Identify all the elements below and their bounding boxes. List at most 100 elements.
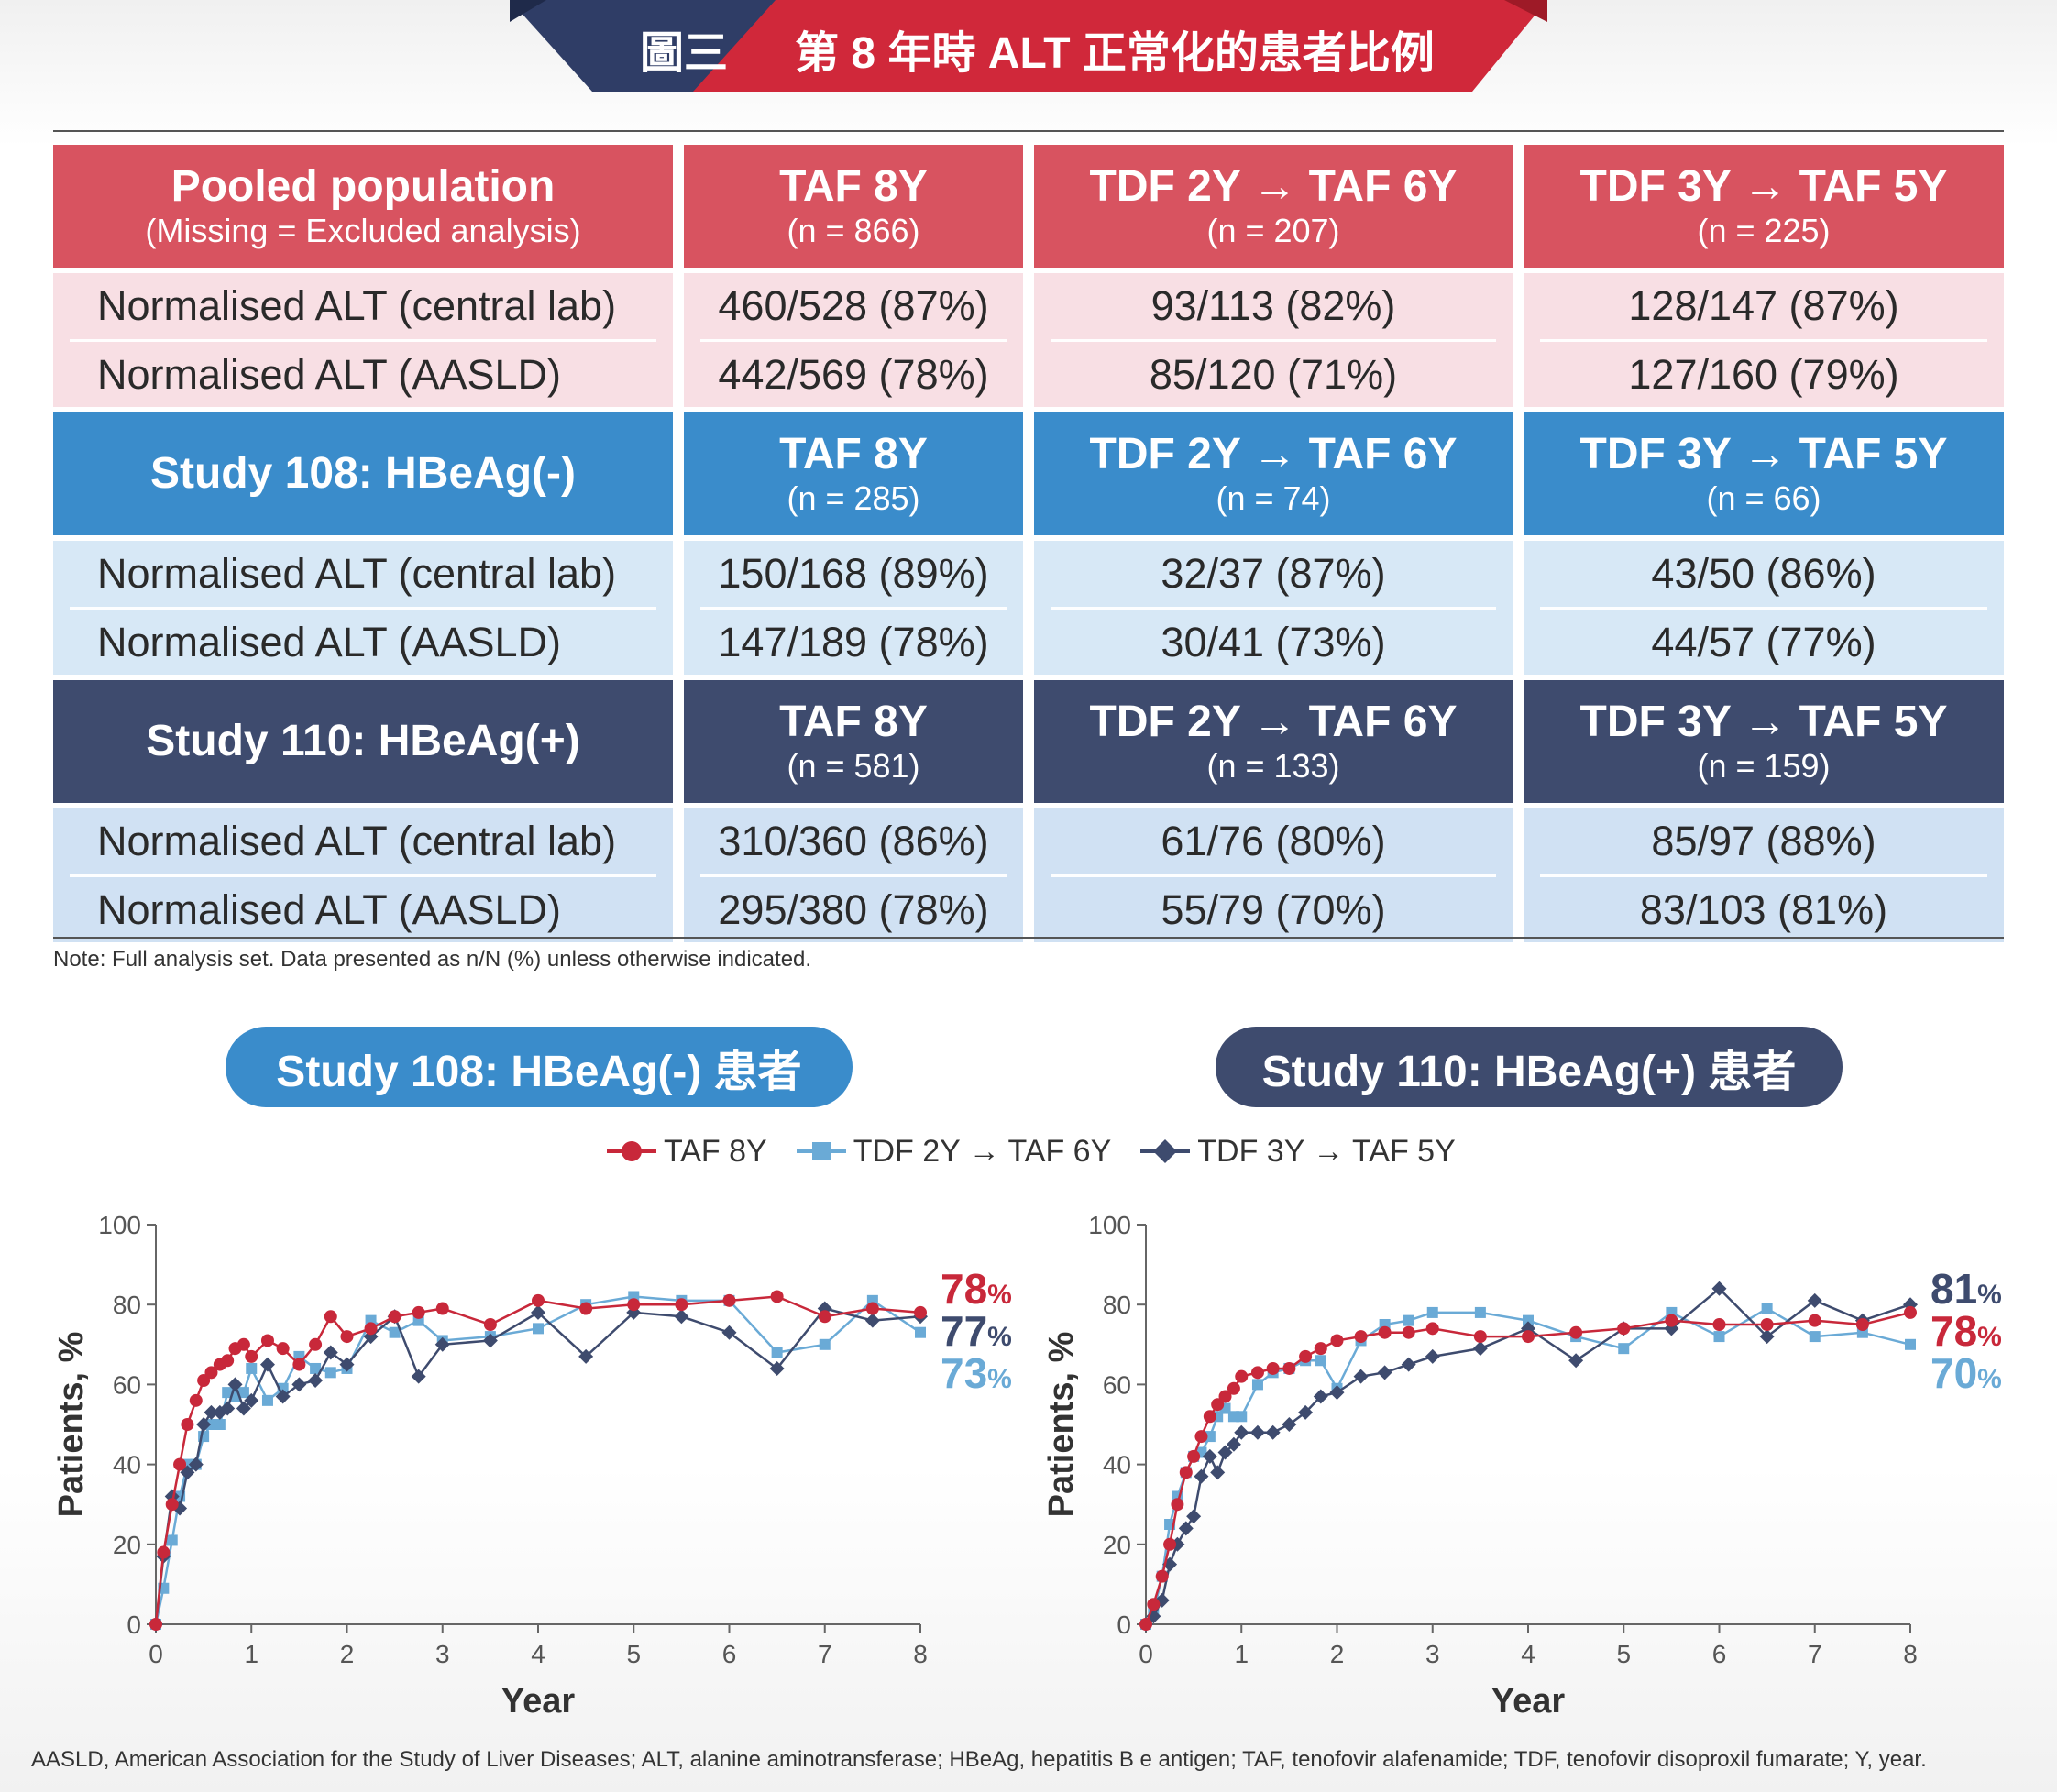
data-point xyxy=(149,1618,162,1631)
data-point xyxy=(1522,1330,1534,1344)
x-tick-label: 1 xyxy=(1234,1640,1248,1668)
data-point xyxy=(1904,1305,1917,1319)
row-label: Normalised ALT (AASLD) xyxy=(97,618,562,665)
table-top-rule xyxy=(53,130,2004,132)
data-point xyxy=(531,1304,545,1320)
arm-n: (n = 66) xyxy=(1706,479,1821,517)
data-point xyxy=(1568,1353,1584,1369)
data-point xyxy=(1178,1521,1194,1536)
row-label: Normalised ALT (central lab) xyxy=(70,808,656,877)
arm-n: (n = 74) xyxy=(1216,479,1331,517)
data-point xyxy=(236,1337,250,1351)
data-point xyxy=(864,1313,880,1328)
legend-label-taf8y: TAF 8Y xyxy=(664,1133,767,1169)
data-point xyxy=(189,1393,203,1407)
data-point xyxy=(1759,1329,1775,1345)
row-label-cell: Normalised ALT (central lab) Normalised A… xyxy=(53,808,673,942)
data-point xyxy=(1713,1331,1725,1343)
row-label: Normalised ALT (AASLD) xyxy=(97,885,562,933)
data-point xyxy=(308,1373,324,1389)
table-value: 43/50 (86%) xyxy=(1540,541,1987,610)
data-point xyxy=(1712,1318,1726,1331)
data-point xyxy=(1618,1343,1630,1355)
x-tick-label: 0 xyxy=(1138,1640,1153,1668)
row-label: Normalised ALT (AASLD) xyxy=(97,350,562,398)
table-value: 310/360 (86%) xyxy=(700,808,1006,877)
table-value: 85/97 (88%) xyxy=(1540,808,1987,877)
data-point xyxy=(435,1302,449,1315)
value-cell: 310/360 (86%) 295/380 (78%) xyxy=(684,808,1023,942)
table-value: 61/76 (80%) xyxy=(1050,808,1496,877)
table-value: 32/37 (87%) xyxy=(1050,541,1496,610)
section-subtitle: (Missing = Excluded analysis) xyxy=(145,212,581,249)
section-title: Study 108: HBeAg(-) xyxy=(149,449,577,498)
data-point xyxy=(246,1362,258,1374)
legend-label-tdf2y: TDF 2Y → TAF 6Y xyxy=(852,1133,1112,1169)
y-axis-title: Patients, % xyxy=(52,1332,91,1518)
data-point xyxy=(204,1404,219,1420)
x-tick-label: 8 xyxy=(913,1640,928,1668)
data-point xyxy=(1378,1325,1392,1339)
table-section-pooled: Pooled population (Missing = Excluded ana… xyxy=(53,145,2004,407)
table-value: 44/57 (77%) xyxy=(1651,618,1876,665)
end-value-label: 73% xyxy=(940,1349,1012,1397)
section-title-cell: Study 108: HBeAg(-) xyxy=(53,412,673,535)
arm-name: TAF 8Y xyxy=(779,430,928,478)
data-point xyxy=(339,1357,355,1372)
arm-name: TDF 2Y → TAF 6Y xyxy=(1089,698,1458,746)
data-point xyxy=(675,1298,688,1312)
figure-banner: 圖三 第 8 年時 ALT 正常化的患者比例 xyxy=(510,0,1547,92)
data-point xyxy=(245,1349,258,1363)
data-point xyxy=(483,1318,497,1331)
data-point xyxy=(363,1329,379,1345)
data-point xyxy=(276,1342,290,1356)
arm-name: TDF 3Y → TAF 5Y xyxy=(1579,162,1948,211)
end-value-label: 78% xyxy=(1930,1307,2002,1355)
data-point xyxy=(1617,1322,1631,1336)
table-value: 460/528 (87%) xyxy=(700,273,1006,342)
legend-item-tdf3y: TDF 3Y → TAF 5Y xyxy=(1138,1133,1456,1170)
data-point xyxy=(188,1457,204,1472)
data-point xyxy=(389,1326,401,1338)
data-point xyxy=(1402,1325,1415,1339)
legend-item-taf8y: TAF 8Y xyxy=(605,1133,767,1170)
data-point xyxy=(275,1389,291,1404)
end-value-unit: % xyxy=(1977,1280,2002,1310)
table-value: 93/113 (82%) xyxy=(1050,273,1496,342)
data-point xyxy=(173,1457,187,1471)
data-point xyxy=(236,1401,251,1416)
y-tick-label: 80 xyxy=(113,1291,141,1319)
data-point xyxy=(259,1357,275,1372)
data-point xyxy=(1163,1537,1177,1551)
footnote: AASLD, American Association for the Stud… xyxy=(31,1747,1927,1772)
table-value: 127/160 (79%) xyxy=(1628,350,1899,398)
data-point xyxy=(1664,1321,1679,1336)
data-point xyxy=(1299,1349,1313,1363)
data-point xyxy=(1139,1618,1152,1631)
data-point xyxy=(196,1417,212,1432)
value-cell: 43/50 (86%) 44/57 (77%) xyxy=(1524,541,2004,675)
data-point xyxy=(1194,1430,1208,1444)
table-value: 150/168 (89%) xyxy=(700,541,1006,610)
data-point xyxy=(1905,1338,1916,1350)
series-line xyxy=(1144,1311,1911,1625)
data-point xyxy=(1855,1318,1869,1331)
table-section-s108: Study 108: HBeAg(-) TAF 8Y (n = 285) TDF 2Y… xyxy=(53,412,2004,675)
end-value: 73 xyxy=(940,1349,987,1397)
data-point xyxy=(1203,1410,1216,1424)
x-tick-label: 0 xyxy=(148,1640,163,1668)
end-value-label: 70% xyxy=(1930,1349,2002,1397)
data-point xyxy=(1711,1281,1727,1296)
table-header-row: Study 108: HBeAg(-) TAF 8Y (n = 285) TDF 2Y… xyxy=(53,412,2004,535)
section-title-cell: Pooled population (Missing = Excluded ana… xyxy=(53,145,673,268)
end-value-label: 77% xyxy=(940,1307,1012,1355)
y-tick-label: 60 xyxy=(113,1370,141,1399)
data-point xyxy=(1665,1314,1678,1327)
data-point xyxy=(1265,1424,1281,1440)
data-point xyxy=(166,1534,178,1546)
data-point xyxy=(1298,1404,1314,1420)
data-point xyxy=(1211,1398,1225,1412)
data-point xyxy=(411,1369,426,1384)
